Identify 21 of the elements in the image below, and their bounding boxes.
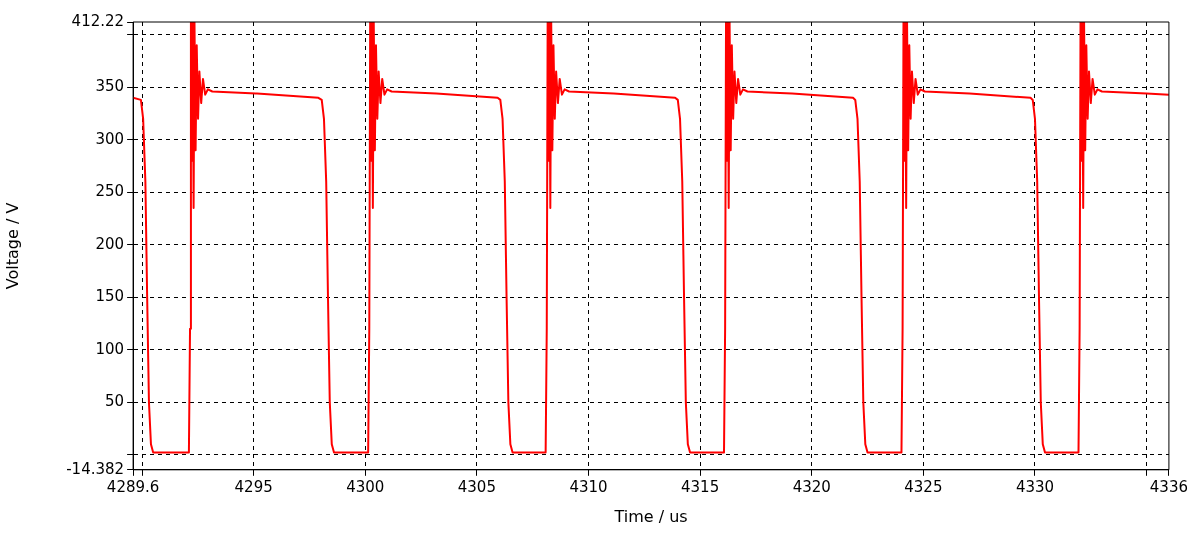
y-tick-label: 250 bbox=[95, 182, 125, 201]
x-tick-label: 4305 bbox=[457, 477, 496, 496]
x-tick-label: 4295 bbox=[234, 477, 273, 496]
x-tick-label: 4325 bbox=[904, 477, 943, 496]
x-axis-title: Time / us bbox=[613, 506, 688, 526]
y-tick-label: 50 bbox=[105, 392, 125, 411]
y-tick-label: -14.382 bbox=[66, 459, 125, 478]
y-tick-label: 300 bbox=[95, 129, 125, 148]
y-tick-label: 100 bbox=[95, 339, 125, 358]
x-tick-label: 4336 bbox=[1149, 477, 1189, 496]
x-tick-label: 4310 bbox=[569, 477, 608, 496]
x-tick-label: 4320 bbox=[792, 477, 831, 496]
y-tick-label: 200 bbox=[95, 234, 125, 253]
x-tick-label: 4315 bbox=[681, 477, 720, 496]
x-tick-label: 4330 bbox=[1015, 477, 1055, 496]
y-tick-label: 350 bbox=[95, 77, 125, 96]
y-axis-title: Voltage / V bbox=[2, 202, 22, 290]
y-tick-label: 412.22 bbox=[71, 11, 125, 30]
x-tick-label: 4300 bbox=[346, 477, 385, 496]
x-tick-label: 4289.6 bbox=[106, 477, 160, 496]
y-tick-label: 150 bbox=[95, 287, 125, 306]
